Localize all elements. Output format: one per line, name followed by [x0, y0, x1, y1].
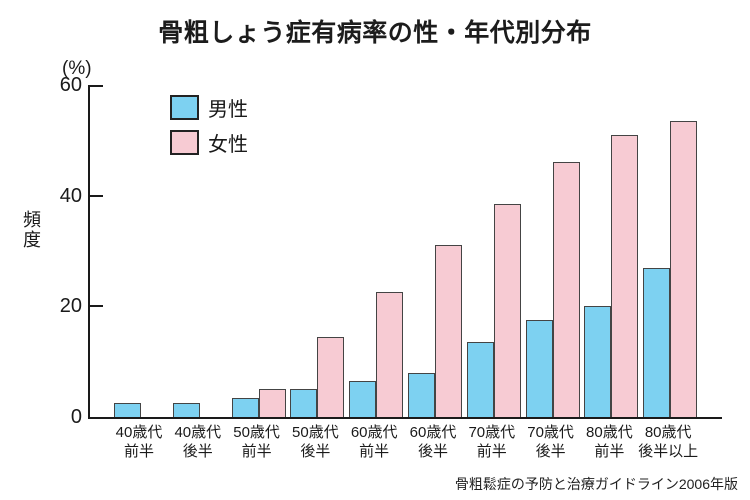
- bar-male-1: [172, 403, 200, 417]
- bar-male-6: [466, 342, 494, 417]
- y-axis-label: 頻度: [21, 210, 41, 250]
- bar-female-2: [258, 389, 286, 417]
- legend-label-female: 女性: [208, 134, 248, 156]
- bar-male-4: [349, 381, 377, 417]
- x-label-line: 70歳代: [468, 424, 516, 441]
- bar-male-5: [408, 373, 435, 417]
- bar-female-8: [611, 135, 639, 417]
- bar-female-4: [376, 292, 404, 417]
- plot-area: [88, 85, 722, 419]
- legend-item-male: 男性: [170, 95, 248, 121]
- x-label-7: 70歳代後半: [513, 423, 589, 461]
- bar-male-2: [231, 398, 259, 417]
- bar-female-7: [552, 162, 580, 417]
- source-citation: 骨粗鬆症の予防と治療ガイドライン2006年版: [454, 476, 738, 492]
- x-label-line: 50歳代: [233, 424, 280, 441]
- x-label-8: 80歳代前半: [571, 423, 647, 461]
- x-axis-labels: 40歳代 前半 40歳代 後半 50歳代 前半 50歳代 後半 60歳代 前半 60歳代 後半 70歳代…: [88, 423, 750, 465]
- male-color-swatch: [170, 95, 199, 120]
- x-label-line: 70歳代: [527, 424, 574, 441]
- x-label-4: 60歳代前半: [336, 423, 412, 461]
- x-label-line: 50歳代: [292, 424, 339, 441]
- x-label-line: 80歳代: [644, 424, 692, 441]
- x-label-line: 後半: [417, 443, 448, 460]
- x-label-line: 40歳代: [174, 424, 222, 441]
- x-label-2: 50歳代前半: [219, 423, 295, 461]
- y-tick-40: [90, 194, 103, 197]
- x-label-line: 60歳代: [409, 424, 457, 441]
- bar-female-6: [493, 204, 521, 417]
- x-label-line: 後半: [535, 443, 566, 460]
- x-label-6: 70歳代前半: [454, 423, 530, 461]
- y-tick-60: [90, 85, 103, 87]
- bar-female-5: [435, 245, 462, 417]
- y-tick-label-60: 60: [59, 74, 82, 96]
- y-axis-unit-label: (%): [62, 58, 92, 79]
- y-tick-20: [90, 305, 103, 308]
- x-label-line: 前半: [594, 443, 625, 460]
- bar-male-0: [114, 403, 141, 417]
- x-label-9: 80歳代後半以上: [630, 423, 706, 461]
- y-tick-label-40: 40: [59, 184, 82, 207]
- bar-male-7: [525, 320, 553, 417]
- chart-title: 骨粗しょう症有病率の性・年代別分布: [158, 19, 592, 47]
- y-tick-label-0: 0: [70, 406, 82, 428]
- legend-item-female: 女性: [170, 130, 248, 156]
- x-label-line: 60歳代: [350, 424, 398, 441]
- x-label-line: 前半: [123, 443, 154, 460]
- y-tick-labels: 0 20 40 60: [34, 74, 82, 428]
- legend-label-male: 男性: [208, 99, 248, 121]
- x-label-line: 80歳代: [586, 424, 633, 441]
- bar-male-9: [643, 268, 671, 417]
- bar-female-3: [317, 337, 345, 417]
- x-label-line: 前半: [476, 443, 507, 460]
- bar-female-9: [670, 121, 698, 417]
- x-label-line: 後半: [182, 443, 213, 460]
- x-label-1: 40歳代後半: [160, 423, 236, 461]
- x-label-line: 後半: [300, 443, 331, 460]
- bar-male-8: [584, 306, 612, 417]
- female-color-swatch: [170, 130, 199, 155]
- legend: 男性 女性: [170, 95, 248, 165]
- y-tick-label-20: 20: [59, 295, 82, 318]
- x-label-line: 40歳代: [115, 424, 163, 441]
- x-label-0: 40歳代前半: [101, 423, 177, 461]
- x-label-line: 後半以上: [638, 443, 699, 460]
- x-label-line: 前半: [241, 443, 272, 460]
- x-label-5: 60歳代後半: [395, 423, 471, 461]
- x-label-3: 50歳代後半: [277, 423, 353, 461]
- bar-male-3: [290, 389, 318, 417]
- x-label-line: 前半: [359, 443, 390, 460]
